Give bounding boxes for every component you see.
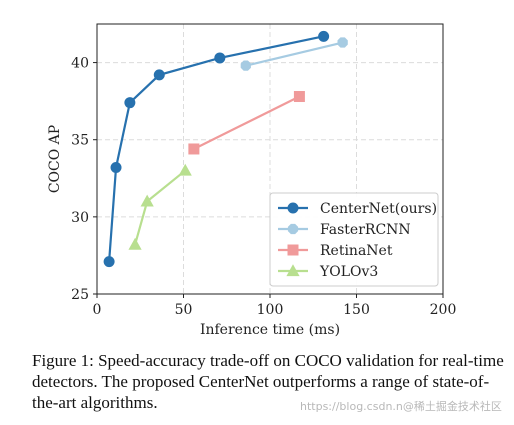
data-point <box>128 237 142 250</box>
data-point <box>188 143 200 155</box>
series-retinanet <box>188 91 305 155</box>
data-point <box>124 97 136 109</box>
y-tick-label: 25 <box>71 287 89 303</box>
data-point <box>318 30 330 42</box>
legend-marker <box>287 244 299 256</box>
series-line <box>134 169 186 245</box>
x-tick-label: 100 <box>257 302 284 318</box>
legend-label: CenterNet(ours) <box>320 201 437 217</box>
legend-marker <box>286 264 300 277</box>
legend: CenterNet(ours) FasterRCNN RetinaNet YOLOv3 <box>269 192 439 287</box>
data-point <box>240 60 251 71</box>
series-layer <box>103 30 348 268</box>
legend-label: FasterRCNN <box>320 222 411 238</box>
x-tick-label: 150 <box>343 302 370 318</box>
data-point <box>214 52 226 64</box>
y-axis-label: COCO AP <box>47 125 63 193</box>
data-point <box>153 69 165 81</box>
data-point <box>178 163 192 176</box>
series-line <box>193 95 300 150</box>
watermark-text: https://blog.csdn.n@稀土掘金技术社区 <box>300 400 502 413</box>
legend-box <box>269 192 439 287</box>
data-point <box>103 256 115 268</box>
series-centernet-ours <box>103 30 330 268</box>
legend-entry: CenterNet(ours) <box>278 201 437 217</box>
data-point <box>337 37 348 48</box>
legend-entry: YOLOv3 <box>278 264 378 280</box>
data-point <box>140 194 154 207</box>
series-fasterrcnn <box>240 37 348 71</box>
tick-layer: 0 50 100 150 200 25 30 35 40 <box>71 56 456 318</box>
legend-entry: RetinaNet <box>278 243 393 259</box>
series-yolov3 <box>128 163 192 250</box>
legend-marker <box>287 223 299 235</box>
chart: 0 50 100 150 200 25 30 35 40 Inference time (ms)… <box>47 23 456 338</box>
series-line <box>108 35 324 262</box>
x-tick-label: 200 <box>430 302 457 318</box>
y-tick-label: 30 <box>71 210 89 226</box>
data-point <box>110 161 122 173</box>
legend-label: RetinaNet <box>320 243 393 259</box>
x-tick-label: 0 <box>93 302 102 318</box>
y-tick-label: 35 <box>71 133 89 149</box>
figure-caption: Figure 1: Speed-accuracy trade-off on CO… <box>32 351 504 412</box>
data-point <box>293 91 305 103</box>
x-tick-label: 50 <box>175 302 193 318</box>
legend-entry: FasterRCNN <box>278 222 411 238</box>
x-axis-label: Inference time (ms) <box>200 322 340 338</box>
legend-marker <box>287 202 299 214</box>
series-line <box>245 41 343 67</box>
y-tick-label: 40 <box>71 56 89 72</box>
legend-label: YOLOv3 <box>319 264 378 280</box>
